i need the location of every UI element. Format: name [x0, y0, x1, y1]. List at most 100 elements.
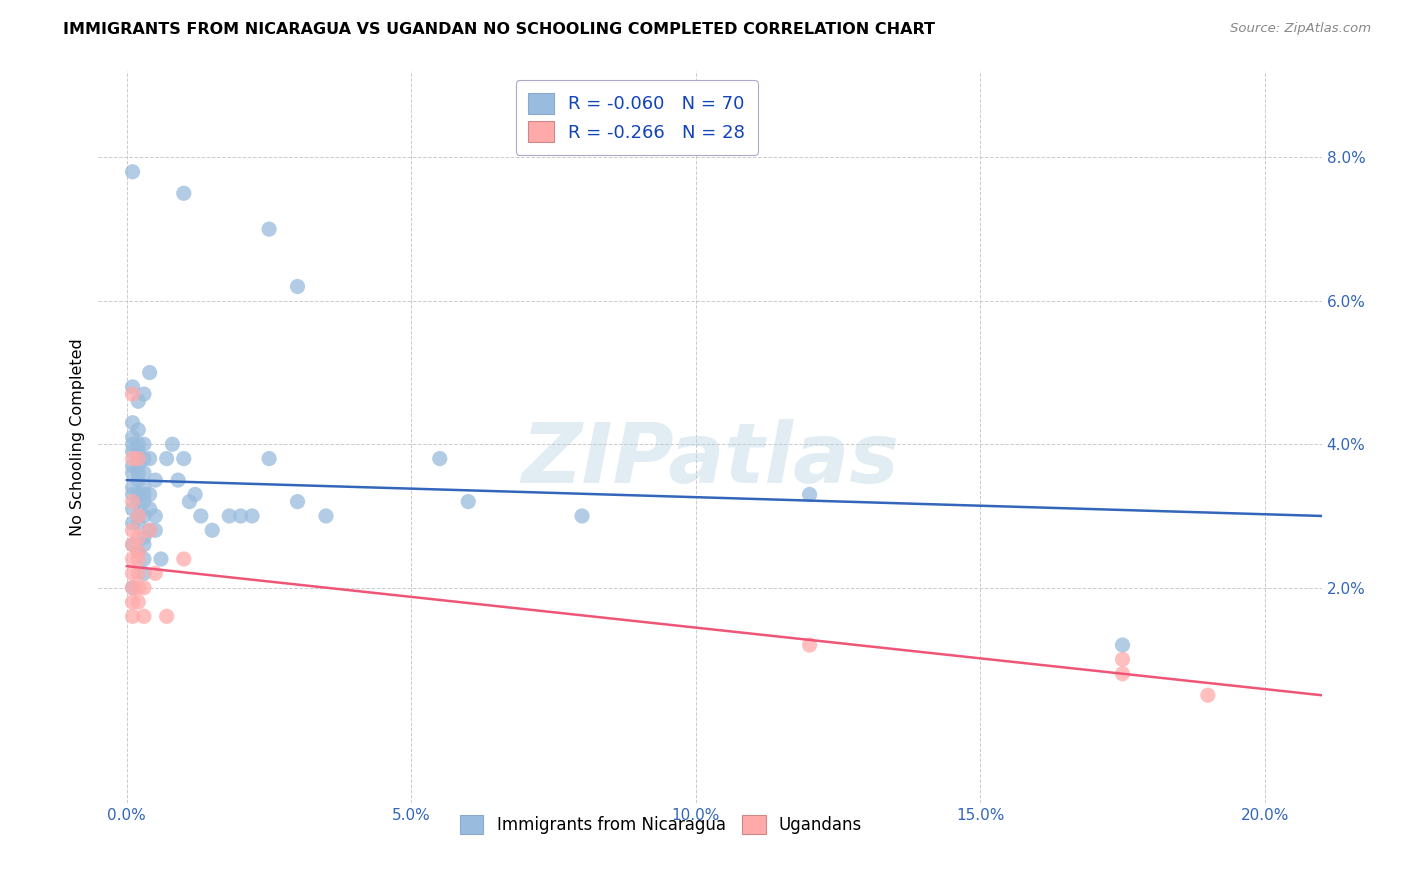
Point	[190, 508, 212, 523]
Point	[121, 524, 143, 538]
Point	[127, 458, 149, 473]
Point	[132, 552, 155, 566]
Point	[173, 451, 195, 466]
Point	[156, 609, 179, 624]
Point	[257, 222, 280, 236]
Point	[457, 494, 479, 508]
Point	[127, 581, 149, 595]
Point	[127, 545, 149, 559]
Point	[121, 480, 143, 494]
Point	[132, 487, 155, 501]
Point	[132, 609, 155, 624]
Point	[162, 437, 184, 451]
Point	[127, 423, 149, 437]
Point	[571, 508, 593, 523]
Point	[287, 494, 309, 508]
Point	[121, 387, 143, 401]
Point	[138, 524, 160, 538]
Point	[287, 279, 309, 293]
Text: ZIPatlas: ZIPatlas	[522, 418, 898, 500]
Point	[143, 473, 166, 487]
Point	[121, 581, 143, 595]
Point	[173, 552, 195, 566]
Point	[201, 524, 224, 538]
Point	[127, 466, 149, 480]
Point	[184, 487, 207, 501]
Point	[121, 430, 143, 444]
Point	[132, 437, 155, 451]
Point	[179, 494, 201, 508]
Point	[132, 466, 155, 480]
Text: Source: ZipAtlas.com: Source: ZipAtlas.com	[1230, 22, 1371, 36]
Point	[121, 437, 143, 451]
Point	[132, 387, 155, 401]
Text: IMMIGRANTS FROM NICARAGUA VS UGANDAN NO SCHOOLING COMPLETED CORRELATION CHART: IMMIGRANTS FROM NICARAGUA VS UGANDAN NO …	[63, 22, 935, 37]
Point	[127, 595, 149, 609]
Point	[121, 416, 143, 430]
Point	[127, 552, 149, 566]
Point	[132, 566, 155, 581]
Point	[121, 494, 143, 508]
Point	[138, 451, 160, 466]
Point	[132, 451, 155, 466]
Point	[132, 480, 155, 494]
Point	[121, 451, 143, 466]
Point	[1111, 638, 1133, 652]
Point	[121, 380, 143, 394]
Point	[127, 473, 149, 487]
Point	[121, 538, 143, 552]
Point	[121, 501, 143, 516]
Point	[127, 531, 149, 545]
Point	[127, 494, 149, 508]
Point	[121, 566, 143, 581]
Point	[143, 508, 166, 523]
Point	[132, 508, 155, 523]
Point	[138, 366, 160, 380]
Point	[143, 524, 166, 538]
Point	[121, 516, 143, 530]
Point	[127, 487, 149, 501]
Point	[127, 516, 149, 530]
Point	[127, 508, 149, 523]
Point	[138, 487, 160, 501]
Point	[121, 609, 143, 624]
Point	[127, 566, 149, 581]
Y-axis label: No Schooling Completed: No Schooling Completed	[70, 338, 86, 536]
Point	[127, 451, 149, 466]
Point	[156, 451, 179, 466]
Point	[132, 581, 155, 595]
Point	[121, 538, 143, 552]
Point	[127, 394, 149, 409]
Point	[218, 508, 240, 523]
Point	[127, 451, 149, 466]
Point	[1111, 652, 1133, 666]
Point	[138, 524, 160, 538]
Point	[315, 508, 337, 523]
Point	[121, 466, 143, 480]
Point	[127, 508, 149, 523]
Point	[132, 531, 155, 545]
Point	[167, 473, 190, 487]
Point	[1111, 666, 1133, 681]
Point	[1197, 688, 1219, 702]
Point	[121, 595, 143, 609]
Point	[121, 165, 143, 179]
Point	[127, 437, 149, 451]
Point	[132, 538, 155, 552]
Point	[132, 494, 155, 508]
Point	[121, 552, 143, 566]
Point	[229, 508, 252, 523]
Point	[121, 581, 143, 595]
Point	[429, 451, 451, 466]
Point	[799, 487, 821, 501]
Point	[121, 487, 143, 501]
Point	[138, 501, 160, 516]
Point	[150, 552, 173, 566]
Point	[257, 451, 280, 466]
Point	[127, 545, 149, 559]
Point	[240, 508, 263, 523]
Point	[173, 186, 195, 201]
Point	[121, 458, 143, 473]
Point	[127, 444, 149, 458]
Point	[799, 638, 821, 652]
